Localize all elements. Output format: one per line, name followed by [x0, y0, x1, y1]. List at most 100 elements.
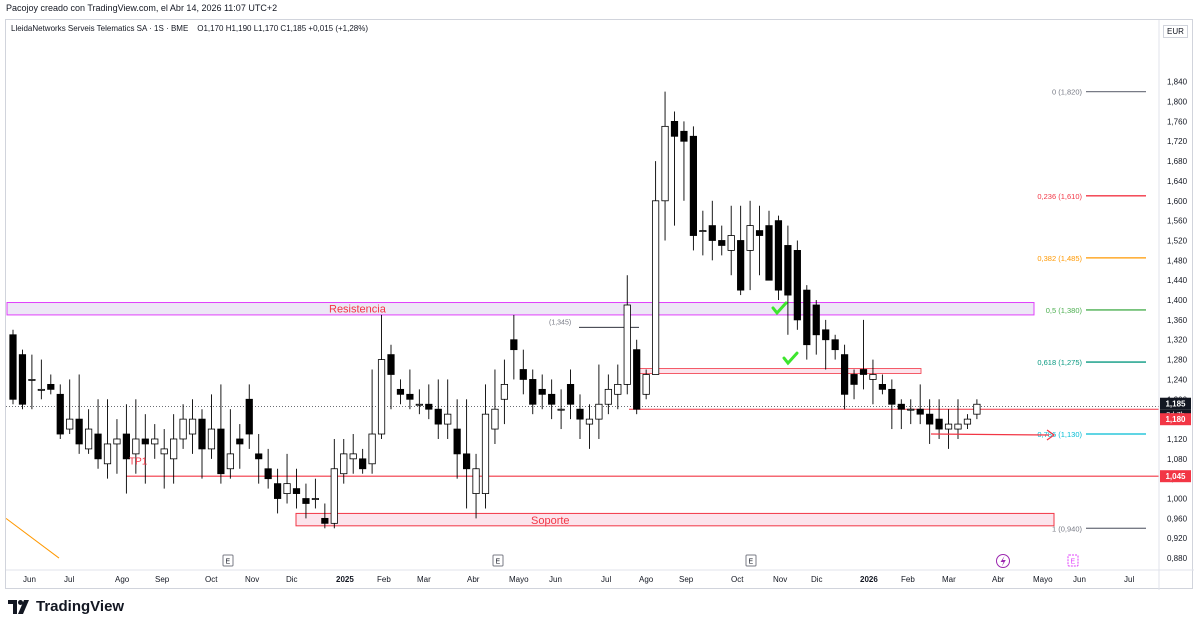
- price-chart[interactable]: 0 (1,820) 0,236 (1,610) 0,382 (1,485) 0,5 (…: [6, 20, 1194, 590]
- candle: [888, 379, 896, 430]
- dividend-bolt-icon: [996, 554, 1010, 568]
- candle-up-body: [481, 413, 490, 494]
- time-tick: Jul: [1124, 575, 1134, 584]
- candle: [141, 414, 149, 484]
- support-label: Soporte: [531, 515, 570, 527]
- candle-up-body: [340, 453, 348, 475]
- candle: [415, 389, 423, 415]
- candle: [377, 314, 386, 439]
- candle-down-body: [812, 304, 820, 336]
- candle-up-body: [944, 423, 953, 430]
- candle-down-body: [708, 225, 716, 241]
- candle-up-body: [963, 418, 972, 425]
- candle-down-body: [850, 374, 858, 385]
- price-tick: 1,840: [1167, 78, 1188, 87]
- candle: [585, 404, 594, 449]
- demand-zone: [638, 368, 922, 374]
- checkmark-icon: [771, 301, 788, 316]
- instrument-name: LleidaNetworks Serveis Telematics SA: [11, 24, 147, 33]
- brand-name: TradingView: [36, 598, 125, 615]
- annotations-layer: Resistencia Soporte TP1 (1,345): [129, 301, 1056, 527]
- candle-down-body: [217, 428, 225, 475]
- time-tick: Feb: [901, 575, 915, 584]
- candle: [151, 424, 159, 459]
- price-tick: 0,880: [1167, 554, 1188, 563]
- lines-layer: 0 (1,820) 0,236 (1,610) 0,382 (1,485) 0,5 (…: [6, 88, 1159, 559]
- candle: [66, 379, 74, 435]
- earnings-future-icon: E: [1067, 554, 1079, 567]
- candle-down-body: [292, 488, 301, 494]
- candle: [566, 369, 575, 420]
- candle: [935, 399, 943, 439]
- candle-down-body: [793, 250, 801, 321]
- candle-down-body: [566, 383, 575, 405]
- candle-down-body: [897, 403, 905, 410]
- price-tick: 1,320: [1167, 336, 1188, 345]
- candle-down-body: [680, 130, 688, 142]
- time-tick: 2026: [860, 575, 878, 584]
- candle: [245, 384, 253, 449]
- candle: [425, 384, 433, 420]
- candle-up-body: [491, 408, 499, 430]
- candle: [207, 394, 216, 459]
- candle-up-body: [585, 418, 594, 425]
- candle-up-body: [132, 438, 140, 455]
- candle-down-body: [755, 230, 764, 236]
- footer: TradingView: [8, 598, 124, 615]
- time-tick: Oct: [205, 575, 218, 584]
- time-tick: Jul: [64, 575, 74, 584]
- candle-down-body: [434, 408, 442, 425]
- candle-up-body: [907, 408, 915, 411]
- time-tick: Nov: [245, 575, 259, 584]
- level-tag-1045: 1,045: [1165, 472, 1186, 481]
- candle: [614, 364, 622, 410]
- price-tick: 1,000: [1167, 495, 1188, 504]
- candle: [198, 409, 206, 479]
- earnings-marker-icon: E: [745, 554, 757, 567]
- candle: [491, 369, 499, 444]
- price-tick: 1,400: [1167, 296, 1188, 305]
- candle-down-body: [765, 225, 773, 281]
- chart-frame[interactable]: 0 (1,820) 0,236 (1,610) 0,382 (1,485) 0,5 (…: [5, 19, 1194, 590]
- candle-down-body: [9, 334, 17, 400]
- candle-down-body: [273, 483, 282, 499]
- candle-down-body: [18, 354, 27, 405]
- time-tick: Sep: [155, 575, 170, 584]
- price-tick: 1,800: [1167, 98, 1188, 107]
- earnings-marker-icon: E: [222, 554, 234, 567]
- candle-up-body: [66, 418, 74, 430]
- candle-up-body: [151, 438, 159, 445]
- price-tick: 1,720: [1167, 137, 1188, 146]
- time-tick: Ago: [639, 575, 654, 584]
- candle: [774, 215, 783, 301]
- candle-down-body: [926, 413, 934, 425]
- candle-up-body: [472, 468, 480, 494]
- candle: [670, 111, 679, 226]
- candle-down-body: [633, 349, 641, 410]
- candle: [538, 374, 546, 410]
- instrument-legend: LleidaNetworks Serveis Telematics SA · 1…: [11, 24, 369, 33]
- fib-level-label: 0,5 (1,380): [1046, 306, 1083, 315]
- time-tick: Nov: [773, 575, 787, 584]
- candle: [642, 369, 650, 400]
- time-tick: Abr: [992, 575, 1005, 584]
- candle: [595, 364, 603, 439]
- candle: [841, 344, 849, 410]
- candle: [500, 359, 509, 425]
- candle-down-body: [396, 388, 405, 395]
- candle: [321, 503, 329, 529]
- time-tick: Mar: [942, 575, 956, 584]
- price-tick: 1,560: [1167, 217, 1188, 226]
- candle-up-body: [170, 438, 178, 460]
- candle-down-body: [803, 289, 811, 346]
- currency-label[interactable]: EUR: [1163, 25, 1188, 38]
- candle: [179, 404, 187, 449]
- candle: [869, 359, 877, 405]
- candle-up-body: [377, 359, 386, 435]
- candle-up-body: [330, 468, 338, 524]
- candle-up-body: [595, 403, 603, 420]
- candle-down-body: [122, 433, 130, 460]
- candle: [368, 369, 376, 474]
- arrow-head-icon: [1046, 429, 1056, 441]
- candle: [718, 225, 726, 256]
